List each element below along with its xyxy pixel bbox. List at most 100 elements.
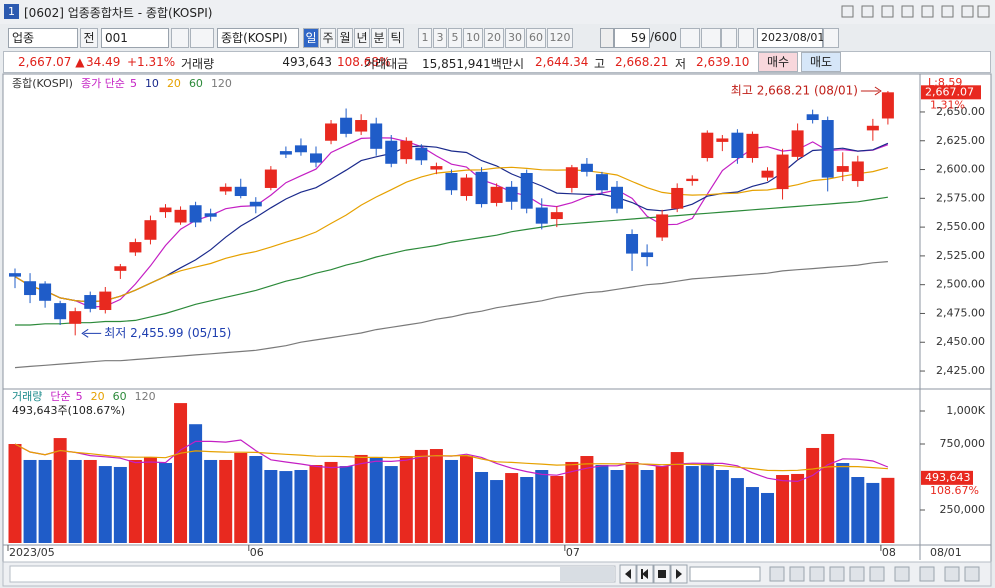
volume-bar: [414, 449, 428, 543]
calendar-button[interactable]: [823, 28, 839, 48]
volume-bar: [234, 452, 248, 543]
count-input[interactable]: 59: [614, 28, 650, 48]
interval-button[interactable]: 5: [448, 28, 462, 48]
volume-bar: [174, 403, 188, 543]
y-tick-label: 250,000: [940, 503, 986, 516]
candle-body: [641, 252, 654, 258]
candle-body: [189, 205, 202, 223]
interval-button[interactable]: 10: [463, 28, 483, 48]
candle-body: [39, 283, 52, 301]
scroll-thumb[interactable]: [560, 567, 614, 581]
candle-body: [520, 172, 533, 209]
period-tab[interactable]: 월: [337, 28, 353, 48]
period-tab[interactable]: 틱: [388, 28, 404, 48]
legend-title: 거래량: [12, 390, 42, 403]
volume-bar: [520, 477, 534, 543]
interval-button[interactable]: 20: [484, 28, 504, 48]
period-tab[interactable]: 주: [320, 28, 336, 48]
candle-body: [716, 138, 729, 142]
low-label: 저: [675, 57, 687, 71]
market-select[interactable]: 업종: [8, 28, 78, 48]
window-buttons[interactable]: [841, 5, 990, 18]
scope-button[interactable]: 전: [80, 28, 98, 48]
corner-label: L:8.59: [928, 76, 962, 89]
code-input[interactable]: 001: [101, 28, 169, 48]
candle-body: [219, 186, 232, 192]
volume-bar: [565, 461, 579, 543]
candle-body: [204, 213, 217, 217]
volume-bar: [159, 463, 172, 543]
tool-button[interactable]: [680, 28, 700, 48]
period-tab[interactable]: 일: [303, 28, 319, 48]
sell-button[interactable]: 매도: [801, 52, 841, 72]
volume-bar: [550, 475, 564, 543]
candle-body: [761, 170, 774, 178]
high-label: 고: [594, 57, 606, 71]
candle-body: [746, 133, 759, 159]
legend-entry: 60: [189, 77, 203, 90]
volume-bar: [113, 466, 127, 543]
volume-bar: [580, 456, 594, 543]
period-tab[interactable]: 년: [354, 28, 370, 48]
volume-bar: [595, 464, 609, 543]
candle-body: [430, 166, 443, 170]
volume-bar: [745, 487, 759, 543]
settings-button[interactable]: [738, 28, 754, 48]
candle-body: [69, 311, 82, 324]
y-tick-label: 2,575.00: [936, 191, 985, 204]
volume-bar: [53, 438, 67, 543]
volume-bar: [776, 475, 790, 543]
candle-body: [340, 117, 353, 134]
volume-bar: [761, 492, 774, 543]
volume-label: 거래량: [181, 57, 215, 71]
candle-body: [565, 167, 578, 188]
volume-bar: [460, 456, 473, 543]
interval-dropdown[interactable]: [600, 28, 614, 48]
interval-button[interactable]: 3: [433, 28, 447, 48]
volume-bar: [715, 470, 729, 543]
candle-body: [671, 187, 684, 209]
candle-body: [400, 140, 413, 160]
candle-body: [129, 242, 142, 253]
candle-body: [851, 161, 864, 182]
moving-average: [14, 261, 888, 369]
scrollbar[interactable]: [9, 565, 616, 583]
volume-bar: [610, 470, 624, 543]
min-arrow: [81, 328, 102, 338]
search-button[interactable]: [171, 28, 189, 48]
date-label: 2023/05: [9, 546, 55, 559]
volume-bar: [670, 452, 684, 543]
buy-button[interactable]: 매수: [758, 52, 798, 72]
volume-bar: [384, 466, 398, 543]
interval-button[interactable]: 120: [547, 28, 573, 48]
candle-body: [415, 147, 428, 161]
candle-body: [806, 114, 819, 121]
volume-bar: [83, 459, 97, 543]
volume-bar: [128, 459, 142, 543]
quote-bar: [3, 51, 991, 73]
date-input[interactable]: 2023/08/01: [757, 28, 824, 48]
candle-body: [385, 140, 398, 164]
candle-body: [249, 201, 262, 207]
save-button[interactable]: [721, 28, 737, 48]
quote-price: 2,667.07 ▲: [18, 55, 85, 69]
candle-body: [234, 186, 247, 197]
quote-volume-rate: 108.68%: [337, 55, 391, 69]
interval-button[interactable]: 60: [526, 28, 546, 48]
tool-button[interactable]: [701, 28, 721, 48]
nav-buttons[interactable]: [619, 564, 980, 584]
volume-bar: [640, 470, 654, 543]
volume-bar: [354, 454, 368, 543]
interval-button[interactable]: 30: [505, 28, 525, 48]
sound-button[interactable]: [190, 28, 214, 48]
legend-ma-label: 종가 단순: [81, 77, 125, 90]
period-tab[interactable]: 분: [371, 28, 387, 48]
legend-entry: 5: [130, 77, 137, 90]
candle-body: [656, 214, 669, 238]
volume-bar: [68, 459, 82, 543]
window-title: [0602] 업종종합차트 - 종합(KOSPI): [24, 6, 213, 20]
interval-button[interactable]: 1: [418, 28, 432, 48]
volume-bar: [730, 478, 744, 543]
candle-body: [159, 207, 172, 213]
y-tick-label: 2,425.00: [936, 364, 985, 377]
